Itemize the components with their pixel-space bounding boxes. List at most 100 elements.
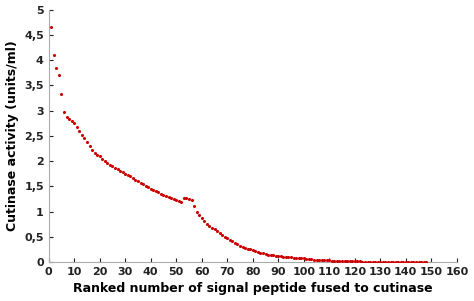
Point [175,199,182,204]
Point [132,177,139,182]
Point [290,256,297,260]
Point [280,255,287,259]
Point [348,259,356,263]
Point [137,180,145,185]
Point [93,153,101,157]
Point [252,249,259,253]
Point [394,259,402,264]
Point [109,164,116,169]
Point [364,259,371,264]
Point [58,92,65,96]
Point [336,258,343,263]
Point [264,253,272,257]
Point [124,173,132,178]
Point [267,253,274,257]
Point [129,175,137,180]
Point [346,259,354,263]
Point [167,196,175,201]
Point [415,259,422,264]
Point [155,190,162,195]
Point [68,118,75,123]
Point [387,259,394,264]
Point [178,200,185,205]
Point [83,139,91,144]
Point [234,242,241,247]
Point [63,115,70,119]
Point [88,147,96,152]
Point [405,259,412,264]
Point [236,244,244,248]
Point [298,256,305,261]
Point [96,154,103,158]
Point [412,259,420,264]
Point [101,159,109,163]
Point [300,256,308,261]
Point [295,256,302,261]
Point [369,259,376,264]
Point [269,253,277,258]
Point [104,160,111,165]
Point [114,167,121,172]
Point [410,259,417,264]
Point [149,188,157,192]
Point [180,195,188,200]
X-axis label: Ranked number of signal peptide fused to cutinase: Ranked number of signal peptide fused to… [73,282,433,296]
Point [262,252,269,257]
Point [422,260,430,265]
Point [313,257,320,262]
Point [219,232,226,237]
Point [376,259,384,264]
Point [47,25,55,29]
Point [152,188,160,193]
Point [374,259,382,264]
Point [382,259,389,264]
Point [302,256,310,261]
Point [323,258,330,262]
Point [53,65,60,70]
Point [338,258,346,263]
Point [60,110,68,114]
Point [170,197,177,202]
Point [341,258,348,263]
Point [254,250,262,254]
Point [333,258,341,263]
Point [239,245,246,250]
Point [191,204,198,209]
Point [81,136,88,141]
Point [228,239,236,244]
Point [417,260,425,265]
Point [73,124,81,129]
Point [134,179,142,184]
Point [226,237,234,242]
Point [320,258,328,262]
Point [203,221,210,226]
Point [99,156,106,161]
Point [119,170,127,175]
Point [121,171,129,176]
Point [315,257,323,262]
Point [343,259,351,263]
Point [244,247,252,251]
Point [246,247,254,252]
Point [193,209,201,214]
Point [372,259,379,264]
Point [361,259,369,264]
Point [259,251,267,256]
Point [277,254,284,259]
Point [241,246,249,251]
Point [185,197,193,202]
Point [188,198,195,203]
Point [356,259,364,263]
Point [147,186,155,191]
Point [308,256,315,261]
Point [86,144,93,148]
Point [160,192,167,197]
Point [359,259,366,264]
Point [78,132,86,137]
Point [145,185,152,190]
Point [305,256,313,261]
Point [173,198,180,203]
Point [198,216,206,221]
Point [397,259,404,264]
Point [106,162,114,167]
